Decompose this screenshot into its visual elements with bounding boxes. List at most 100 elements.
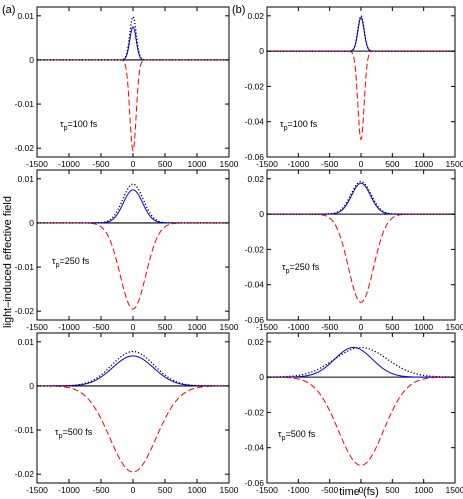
panel-b2-y-tick-label: 0.02 (247, 174, 264, 184)
panel-a2-x-tick-label: 1500 (220, 322, 239, 332)
panel-b3-x-tick-label: -500 (321, 485, 338, 495)
panel-b1-x-tick-label: -500 (321, 159, 338, 169)
panel-b3-y-tick-label: -0.02 (245, 407, 265, 417)
panel-b1-tau-annotation: τp=100 fs (280, 119, 318, 132)
panel-a2-x-tick-label: -1500 (26, 322, 48, 332)
panel-b3-x-tick-label: -1500 (256, 485, 278, 495)
panel-a1-series-blue-solid (37, 26, 229, 61)
panel-b3-x-tick-label: -1000 (287, 485, 309, 495)
panel-b3-x-tick-label: 1000 (414, 485, 433, 495)
panel-a3-y-tick-label: -0.01 (15, 425, 35, 435)
panel-b1-x-tick-label: 500 (385, 159, 399, 169)
panel-a3-x-tick-label: 1500 (220, 485, 239, 495)
y-axis-label: light–induced effective field (2, 196, 14, 328)
panel-a2-y-tick-label: -0.02 (15, 306, 35, 316)
panel-b2-series-blue-solid (267, 182, 455, 215)
panel-b1-series-blue-solid (267, 16, 455, 52)
panel-b1-x-tick-label: -1000 (287, 159, 309, 169)
panel-b2-x-tick-label: -500 (321, 322, 338, 332)
panel-b2: -1500 -1000 -500 0 500 1000 1500 -0.06 -0.04 -0.0… (245, 169, 463, 332)
panel-a2-tau-annotation: τp=250 fs (52, 256, 90, 269)
panel-a3-series-red-dashed (37, 385, 229, 473)
panel-b3-frame (266, 332, 456, 484)
panel-a3-x-tick-label: 1000 (188, 485, 207, 495)
panel-a3-x-tick-label: -1000 (58, 485, 80, 495)
panel-b2-x-tick-label: 1000 (414, 322, 433, 332)
panel-b3-x-tick-label: 500 (385, 485, 399, 495)
panel-a1-tau-annotation: τp=100 fs (60, 119, 98, 132)
panel-a3-y-tick-label: 0 (29, 381, 34, 391)
panel-a3-x-tick-label: 0 (131, 485, 136, 495)
panel-a2-x-tick-label: -1000 (58, 322, 80, 332)
panel-a2-series-black-dotted (37, 183, 229, 224)
panel-b2-x-tick-label: 1500 (446, 322, 463, 332)
panel-a1-x-tick-label: -500 (92, 159, 109, 169)
panel-a2-series-blue-solid (37, 189, 229, 224)
panel-b2-x-tick-label: 500 (385, 322, 399, 332)
panels-group: -1500 -1000 -500 0 500 1000 1500 -0.02 -0.01 0 0.0… (15, 6, 463, 495)
panel-a2-x-tick-label: 1000 (188, 322, 207, 332)
panel-b1-x-tick-label: 0 (359, 159, 364, 169)
panel-b2-series-black-dotted (267, 180, 455, 215)
panel-a3-y-tick-label: -0.02 (15, 469, 35, 479)
panel-b1-series-black-dotted (267, 14, 455, 52)
panel-b1-x-tick-label: 1500 (446, 159, 463, 169)
panel-a2-x-tick-label: -500 (92, 322, 109, 332)
panel-a3: -1500 -1000 -500 0 500 1000 1500 -0.02 -0.01 0 0.0… (15, 332, 239, 495)
panel-a2-y-tick-label: -0.01 (15, 262, 35, 272)
panel-b1-series-red-dashed (267, 50, 455, 141)
panel-b1-x-tick-label: -1500 (256, 159, 278, 169)
panel-b3: -1500 -1000 -500 0 500 1000 1500 -0.06 -0.04 -0.0… (245, 332, 463, 495)
panel-b3-series-black-dotted (267, 346, 455, 378)
panel-a1-x-tick-label: 500 (158, 159, 172, 169)
panel-a1-y-tick-label: -0.02 (15, 143, 35, 153)
panel-b3-tau-annotation: τp=500 fs (278, 429, 316, 442)
panel-a1-x-tick-label: 0 (131, 159, 136, 169)
panel-b3-x-tick-label: 1500 (446, 485, 463, 495)
panel-b3-y-tick-label: -0.04 (245, 443, 265, 453)
panel-b3-y-tick-label: 0 (259, 372, 264, 382)
panel-a2-y-tick-label: 0 (29, 218, 34, 228)
panel-b1: -1500 -1000 -500 0 500 1000 1500 -0.06 -0.04 -0.0… (245, 6, 463, 169)
panel-b1-y-tick-label: -0.06 (245, 152, 265, 162)
panel-a1-y-tick-label: -0.01 (15, 99, 35, 109)
panel-a3-tau-annotation: τp=500 fs (55, 427, 93, 440)
panel-a3-series-black-dotted (37, 350, 229, 387)
panel-b2-tau-annotation: τp=250 fs (282, 262, 320, 275)
panel-b1-x-tick-label: 1000 (414, 159, 433, 169)
panel-a2-frame (36, 169, 230, 321)
panel-a3-x-tick-label: -500 (92, 485, 109, 495)
panel-a2: -1500 -1000 -500 0 500 1000 1500 -0.02 -0.01 0 0.0… (15, 169, 239, 332)
panel-b2-series-red-dashed (267, 213, 455, 303)
panel-a3-x-tick-label: 500 (158, 485, 172, 495)
panel-b3-x-tick-label: 0 (359, 485, 364, 495)
panel-b1-y-tick-label: -0.04 (245, 117, 265, 127)
panel-a1-series-black-dotted (37, 15, 229, 61)
panel-a2-x-tick-label: 0 (131, 322, 136, 332)
panel-a2-x-tick-label: 500 (158, 322, 172, 332)
panel-b2-y-tick-label: -0.06 (245, 315, 265, 325)
panel-b1-y-tick-label: 0.02 (247, 11, 264, 21)
panel-b3-y-tick-label: 0.02 (247, 337, 264, 347)
panel-b3-series-red-dashed (267, 376, 455, 466)
panel-a1-series-red-dashed (37, 59, 229, 152)
column-label-a: (a) (2, 4, 15, 16)
panel-a1-y-tick-label: 0.01 (17, 11, 34, 21)
panel-a1-frame (36, 6, 230, 158)
panel-a1-x-tick-label: 1000 (188, 159, 207, 169)
panel-a1-y-tick-label: 0 (29, 55, 34, 65)
column-label-b: (b) (232, 4, 245, 16)
panel-b2-frame (266, 169, 456, 321)
panel-b2-x-tick-label: -1500 (256, 322, 278, 332)
panel-b1-y-tick-label: 0 (259, 46, 264, 56)
panel-b3-y-tick-label: -0.06 (245, 478, 265, 488)
x-axis-label: time (fs) (339, 486, 379, 498)
panel-b2-y-tick-label: -0.04 (245, 280, 265, 290)
panel-a1-x-tick-label: -1000 (58, 159, 80, 169)
panel-a3-series-blue-solid (37, 355, 229, 387)
panel-a3-x-tick-label: -1500 (26, 485, 48, 495)
panel-b2-y-tick-label: -0.02 (245, 244, 265, 254)
panel-b1-y-tick-label: -0.02 (245, 81, 265, 91)
panel-b2-x-tick-label: -1000 (287, 322, 309, 332)
